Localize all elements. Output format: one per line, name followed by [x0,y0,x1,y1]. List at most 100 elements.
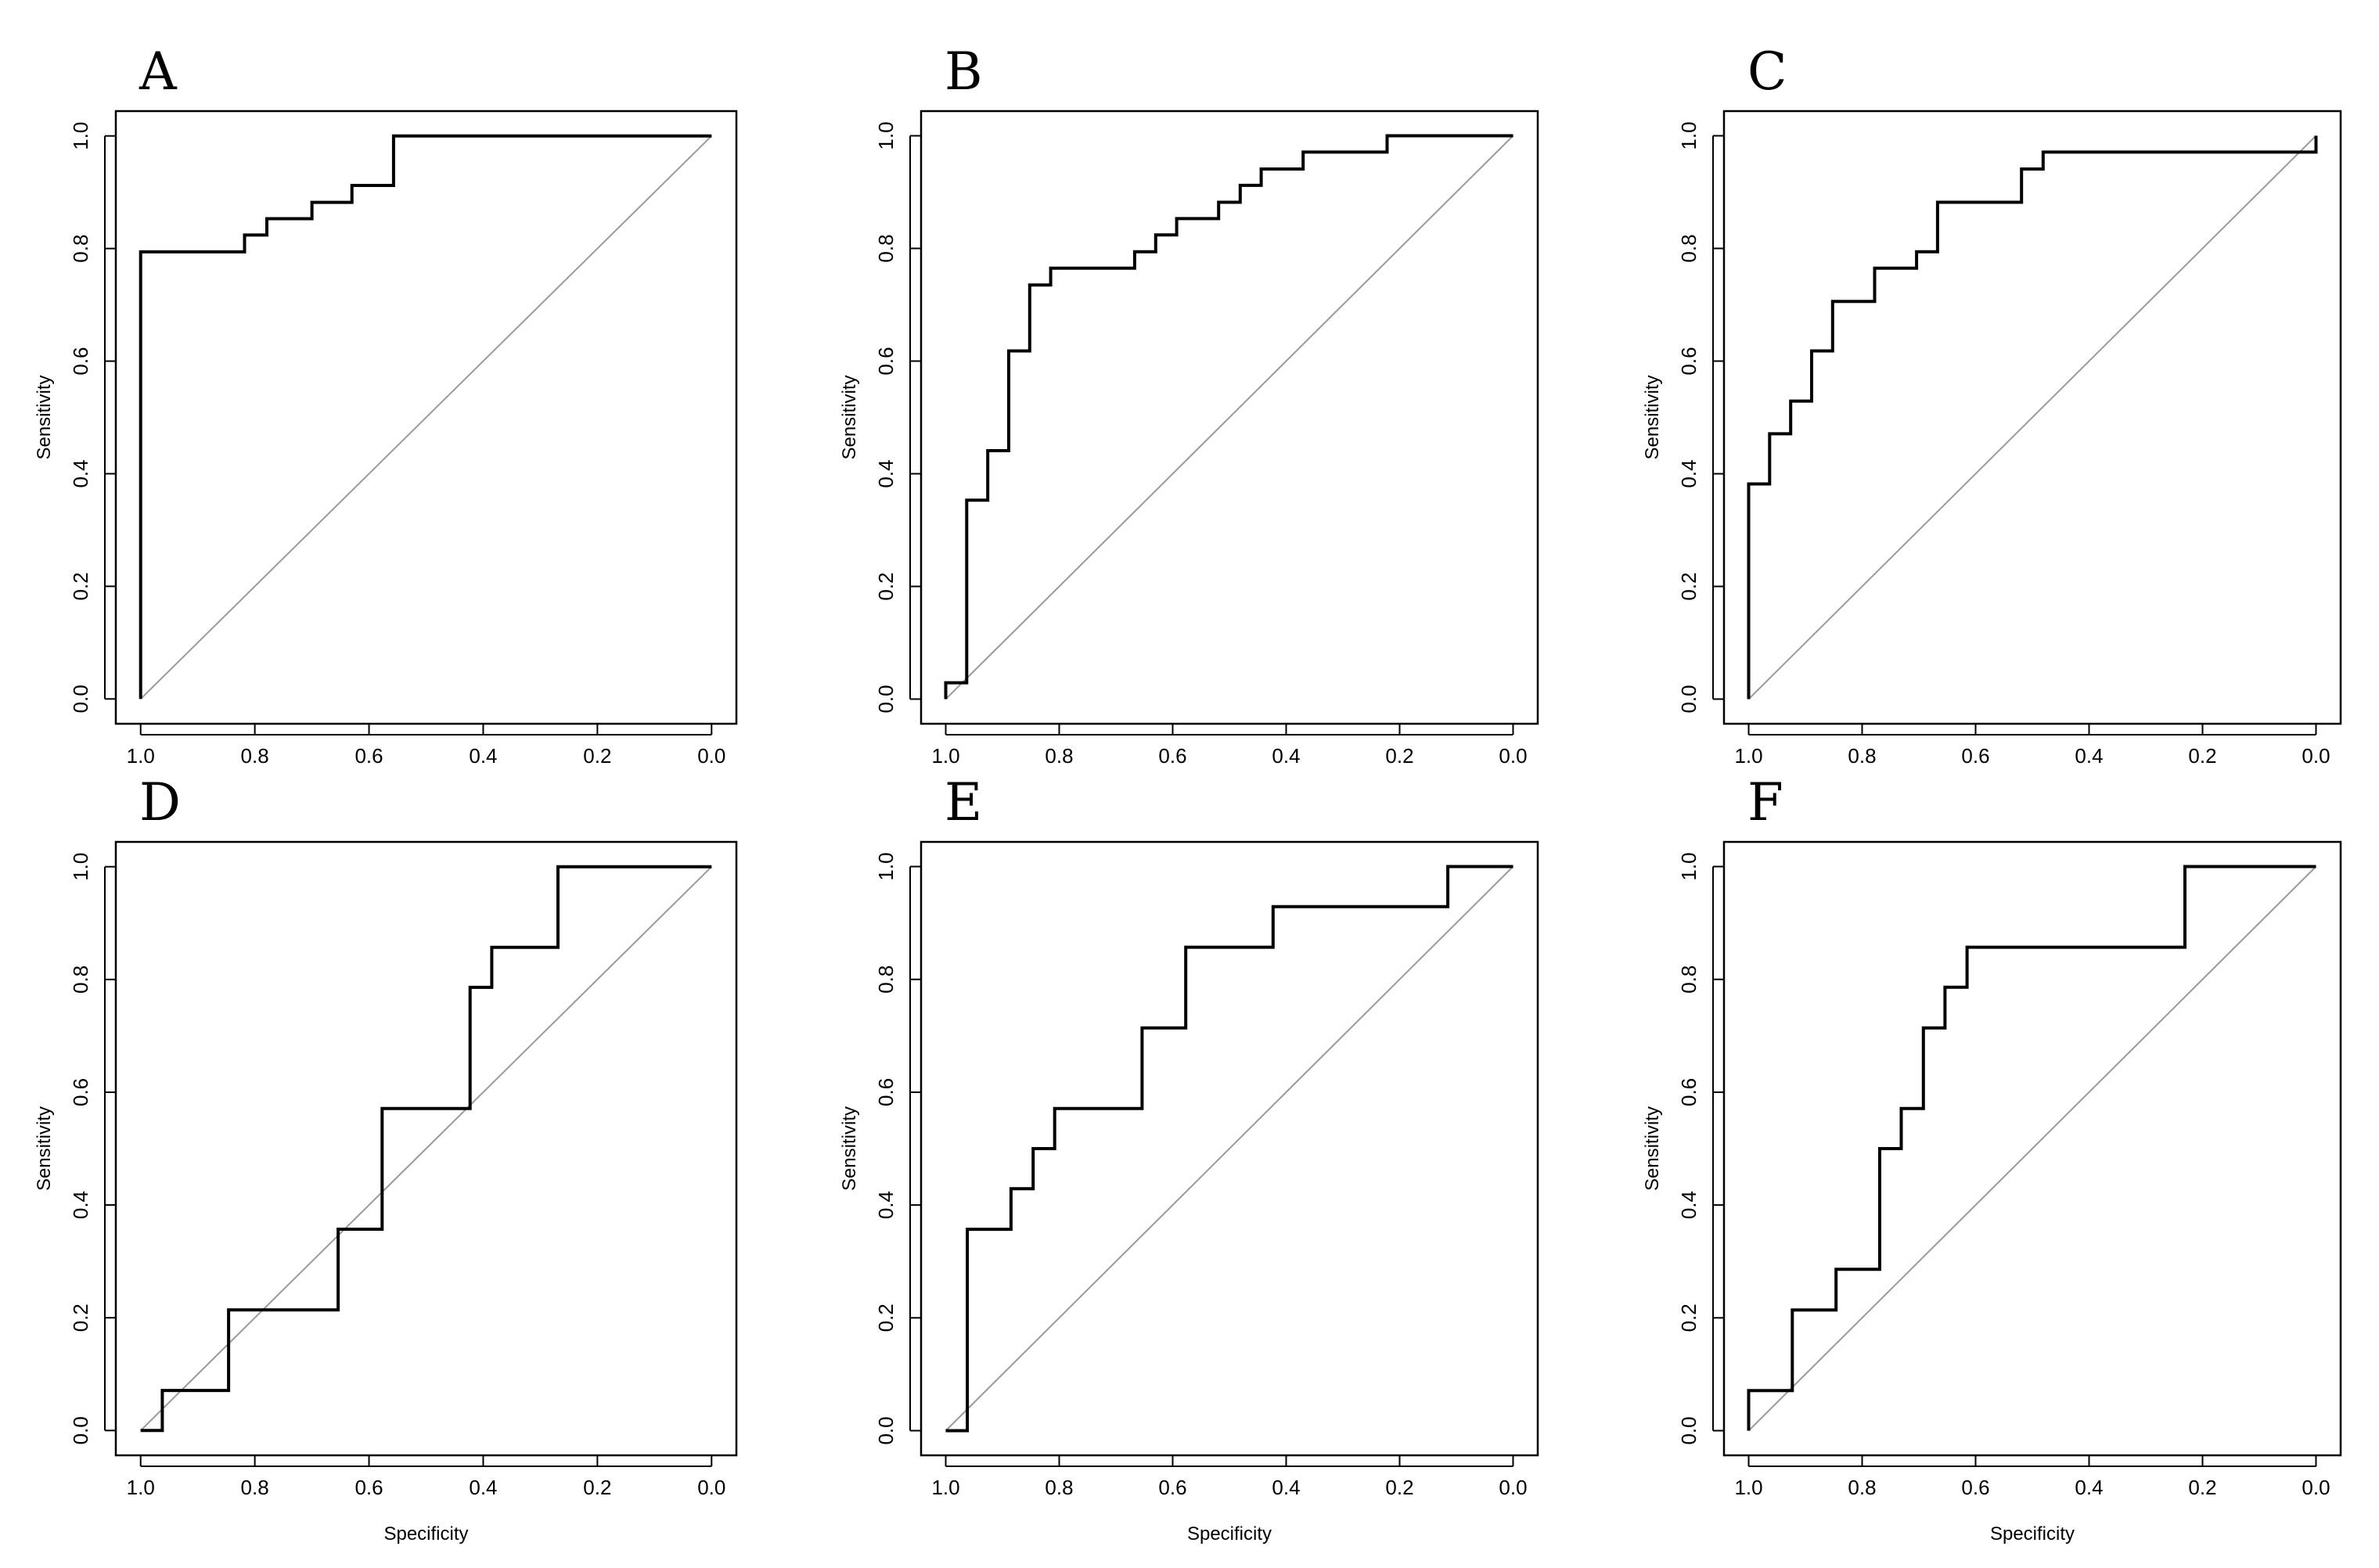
x-tick-label: 0.4 [469,1476,497,1499]
x-tick-label: 0.4 [1272,1476,1300,1499]
y-tick-label: 0.6 [1677,347,1701,375]
y-tick-label: 0.8 [69,235,92,263]
x-tick-label: 0.8 [1045,1476,1073,1499]
x-tick-label: 0.0 [697,744,725,768]
panel-label: E [945,772,982,833]
y-tick-label: 0.4 [1677,459,1701,487]
x-axis-title: Specificity [1187,1523,1272,1545]
x-tick-label: 1.0 [127,1476,155,1499]
x-tick-label: 1.0 [931,744,959,768]
y-tick-label: 0.2 [1677,1304,1701,1332]
y-tick-label: 1.0 [69,122,92,150]
y-axis-title: Sensitivity [34,1106,55,1191]
x-tick-label: 0.8 [241,744,269,768]
x-tick-label: 0.2 [2188,1476,2216,1499]
plot-frame [114,110,738,725]
y-tick-label: 1.0 [1677,852,1701,880]
x-axis-title: Specificity [383,1523,468,1545]
x-tick-label: 0.6 [355,744,383,768]
x-tick-label: 0.0 [2302,744,2330,768]
panel-d: D 1.0 0.8 0.6 0.4 0.2 0.0 0.0 0.2 0.4 0.6 0.8 1.0 Sen… [34,772,738,1545]
y-tick-label: 0.6 [1677,1078,1701,1106]
roc-curve [944,134,1513,699]
roc-curve [945,865,1513,1433]
y-tick-label: 0.2 [1677,572,1701,600]
x-tick-label: 1.0 [1734,744,1762,768]
x-tick-label: 0.6 [1961,744,1989,768]
reference-diagonal [140,866,712,1431]
x-tick-label: 0.4 [2075,744,2103,768]
reference-diagonal [1747,135,2317,700]
y-tick-label: 0.0 [874,685,898,713]
x-tick-label: 0.6 [1158,744,1186,768]
x-tick-label: 0.4 [2075,1476,2103,1499]
x-tick-label: 0.2 [583,744,611,768]
panel-label: C [1747,41,1787,102]
panel-b: B 1.0 0.8 0.6 0.4 0.2 0.0 0.0 0.2 0.4 0.6 0.8 1.0 Sen… [839,41,1539,768]
y-tick-label: 0.6 [69,347,92,375]
roc-curve [1747,865,2316,1431]
y-tick-label: 0.0 [1677,1416,1701,1444]
x-tick-label: 0.2 [1385,1476,1413,1499]
x-tick-label: 0.0 [1499,1476,1527,1499]
x-tick-label: 1.0 [931,1476,959,1499]
x-tick-label: 0.0 [697,1476,725,1499]
x-tick-label: 0.2 [583,1476,611,1499]
y-tick-label: 0.8 [1677,966,1701,994]
x-tick-label: 0.4 [469,744,497,768]
plot-frame [1722,110,2342,725]
y-tick-label: 0.4 [874,459,898,487]
y-tick-label: 0.2 [874,1304,898,1332]
reference-diagonal [140,135,712,699]
y-tick-label: 1.0 [874,852,898,880]
y-tick-label: 0.6 [874,347,898,375]
y-axis-title: Sensitivity [839,1106,860,1191]
y-tick-label: 0.8 [69,966,92,994]
y-axis-title: Sensitivity [34,375,55,459]
y-tick-label: 0.8 [874,234,898,262]
y-tick-label: 0.8 [1677,234,1701,262]
y-tick-label: 1.0 [69,853,92,881]
x-tick-label: 0.8 [1848,744,1876,768]
panel-label: B [945,41,983,102]
x-tick-label: 1.0 [1734,1476,1762,1499]
roc-curve [139,134,712,699]
y-tick-label: 0.0 [69,1416,92,1444]
y-axis-title: Sensitivity [839,375,860,459]
x-tick-label: 0.8 [241,1476,269,1499]
plot-frame [920,840,1539,1457]
panel-e: E 1.0 0.8 0.6 0.4 0.2 0.0 0.0 0.2 0.4 0.6 0.8 1.0 Sen… [839,772,1539,1545]
roc-curve [140,865,712,1433]
y-tick-label: 0.4 [1677,1191,1701,1219]
panel-a: A 1.0 0.8 0.6 0.4 0.2 0.0 0.0 0.2 0.4 0.6 0.8 1.0 Sen… [34,41,738,768]
y-tick-label: 0.4 [69,459,92,487]
reference-diagonal [945,135,1514,700]
y-axis-title: Sensitivity [1642,375,1663,459]
x-tick-label: 0.4 [1272,744,1300,768]
x-tick-label: 1.0 [127,744,155,768]
y-tick-label: 0.0 [874,1416,898,1444]
x-tick-label: 0.8 [1848,1476,1876,1499]
plot-frame [920,110,1539,725]
y-tick-label: 0.2 [69,572,92,600]
y-tick-label: 0.6 [874,1078,898,1106]
x-axis-title: Specificity [1990,1523,2075,1545]
x-tick-label: 0.2 [1385,744,1413,768]
x-tick-label: 0.6 [1158,1476,1186,1499]
panel-label: F [1747,772,1783,833]
y-tick-label: 0.8 [874,966,898,994]
y-tick-label: 0.6 [69,1078,92,1106]
plot-frame [114,840,738,1457]
panel-f: F 1.0 0.8 0.6 0.4 0.2 0.0 0.0 0.2 0.4 0.6 0.8 1.0 Sen… [1642,772,2342,1545]
x-tick-label: 0.8 [1045,744,1073,768]
y-axis-title: Sensitivity [1642,1106,1663,1191]
reference-diagonal [1747,865,2317,1432]
y-tick-label: 0.4 [69,1191,92,1219]
x-tick-label: 0.2 [2188,744,2216,768]
roc-curve [1747,135,2318,699]
panel-c: C 1.0 0.8 0.6 0.4 0.2 0.0 0.0 0.2 0.4 0.6 0.8 1.0 Sen… [1642,41,2342,768]
y-tick-label: 0.0 [1677,685,1701,713]
y-tick-label: 0.4 [874,1191,898,1219]
x-tick-label: 0.0 [2302,1476,2330,1499]
